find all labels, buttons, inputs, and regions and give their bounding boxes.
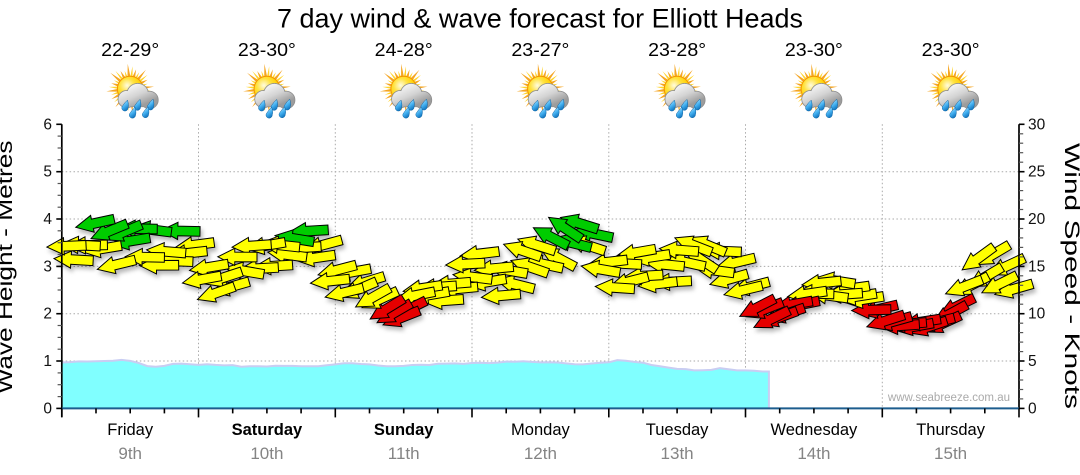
svg-text:12th: 12th [524, 444, 557, 463]
svg-text:22-29°: 22-29° [101, 40, 159, 60]
svg-text:10th: 10th [250, 444, 283, 463]
svg-text:Saturday: Saturday [232, 421, 303, 439]
svg-text:0: 0 [43, 400, 52, 417]
svg-text:6: 6 [43, 116, 52, 133]
svg-text:9th: 9th [118, 444, 142, 463]
svg-text:14th: 14th [797, 444, 830, 463]
svg-text:Monday: Monday [511, 421, 570, 439]
svg-text:5: 5 [43, 164, 52, 181]
svg-text:23-30°: 23-30° [238, 40, 296, 60]
svg-text:25: 25 [1028, 164, 1045, 181]
svg-text:Sunday: Sunday [374, 421, 434, 439]
svg-text:Thursday: Thursday [916, 421, 986, 439]
svg-text:23-30°: 23-30° [922, 40, 980, 60]
svg-text:1: 1 [43, 353, 52, 370]
svg-text:5: 5 [1028, 353, 1037, 370]
svg-text:23-27°: 23-27° [511, 40, 569, 60]
svg-text:23-28°: 23-28° [648, 40, 706, 60]
svg-text:4: 4 [43, 211, 52, 228]
svg-text:20: 20 [1028, 211, 1046, 228]
svg-text:11th: 11th [388, 444, 420, 463]
svg-text:3: 3 [43, 258, 52, 275]
svg-text:Tuesday: Tuesday [646, 421, 709, 439]
svg-text:15: 15 [1028, 258, 1045, 275]
svg-text:10: 10 [1028, 306, 1046, 323]
svg-text:7 day wind & wave forecast for: 7 day wind & wave forecast for Elliott H… [277, 4, 803, 34]
svg-text:15th: 15th [934, 444, 967, 463]
svg-text:www.seabreeze.com.au: www.seabreeze.com.au [887, 392, 1010, 404]
svg-text:Wednesday: Wednesday [770, 421, 858, 439]
svg-text:Wind Speed - Knots: Wind Speed - Knots [1060, 143, 1080, 409]
svg-text:Friday: Friday [107, 421, 154, 439]
svg-text:13th: 13th [661, 444, 694, 463]
svg-text:Wave Height - Metres: Wave Height - Metres [0, 141, 17, 394]
svg-text:24-28°: 24-28° [375, 40, 433, 60]
svg-text:23-30°: 23-30° [785, 40, 843, 60]
svg-text:2: 2 [43, 306, 52, 323]
svg-text:0: 0 [1028, 400, 1037, 417]
svg-text:30: 30 [1028, 116, 1046, 133]
